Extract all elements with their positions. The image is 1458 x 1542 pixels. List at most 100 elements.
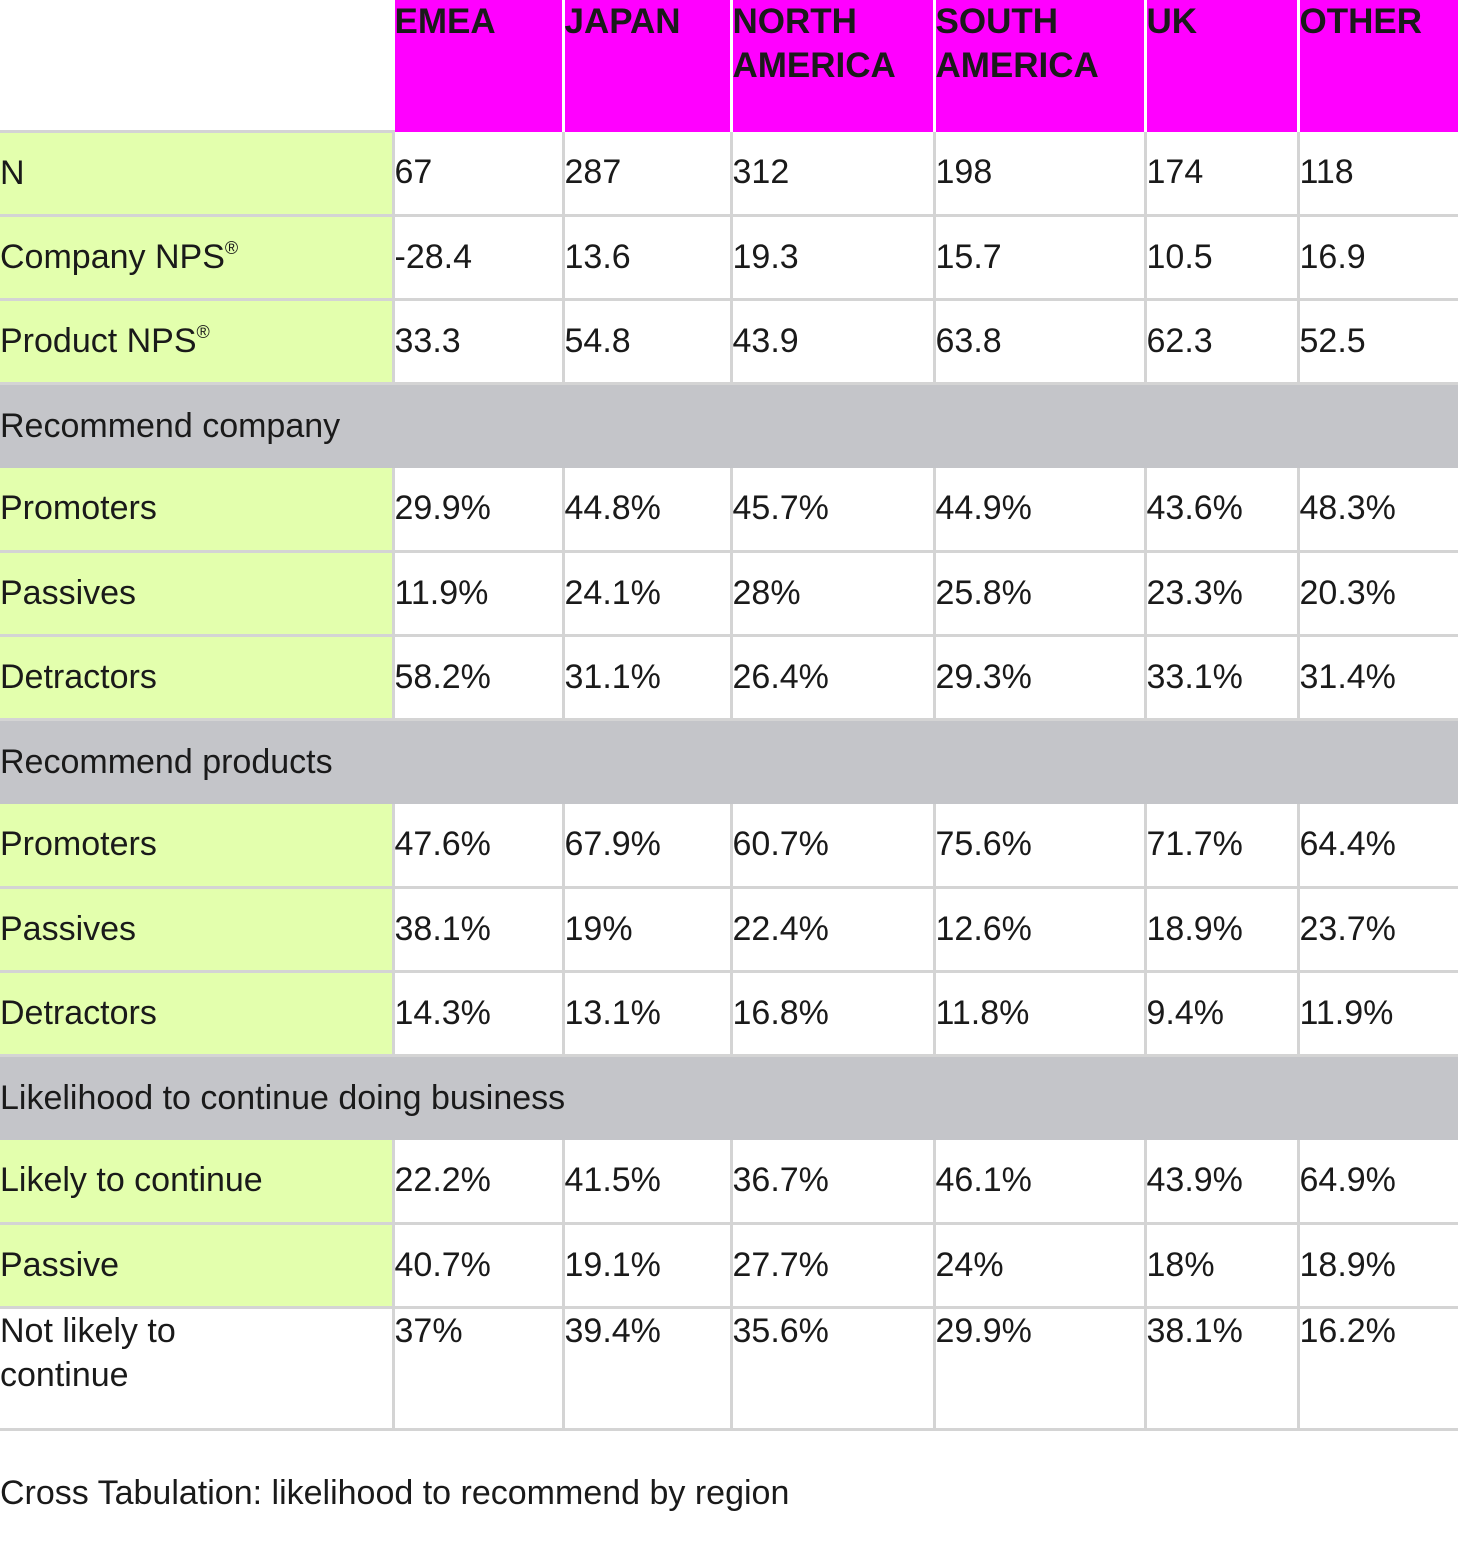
- table-caption: Cross Tabulation: likelihood to recommen…: [0, 1474, 790, 1512]
- row-label: Passive: [0, 1223, 393, 1309]
- table-cell: 19%: [561, 887, 731, 973]
- table-cell: 71.7%: [1143, 803, 1298, 889]
- table-cell: 63.8: [932, 299, 1145, 385]
- row-label: Company NPS®: [0, 215, 393, 301]
- section-row: Recommend products: [0, 719, 1458, 804]
- table-cell: 287: [561, 131, 731, 217]
- table-cell: -28.4: [391, 215, 563, 301]
- table-cell: 48.3%: [1296, 467, 1458, 553]
- row-label: Passives: [0, 551, 393, 637]
- row-label: Passives: [0, 887, 393, 973]
- table-cell: 312: [729, 131, 934, 217]
- table-row: N 67 287 312 198 174 118: [0, 131, 1458, 217]
- table-cell: 29.9%: [932, 1307, 1145, 1431]
- table-cell: 31.1%: [561, 635, 731, 721]
- table-cell: 16.8%: [729, 971, 934, 1057]
- table-cell: 43.6%: [1143, 467, 1298, 553]
- section-row: Likelihood to continue doing business: [0, 1055, 1458, 1140]
- table-cell: 36.7%: [729, 1139, 934, 1225]
- table-cell: 37%: [391, 1307, 563, 1431]
- table-cell: 45.7%: [729, 467, 934, 553]
- table-cell: 13.6: [561, 215, 731, 301]
- table-cell: 27.7%: [729, 1223, 934, 1309]
- table-cell: 9.4%: [1143, 971, 1298, 1057]
- table-cell: 39.4%: [561, 1307, 731, 1431]
- table-cell: 26.4%: [729, 635, 934, 721]
- table-cell: 12.6%: [932, 887, 1145, 973]
- registered-mark: ®: [196, 322, 210, 342]
- section-label: Likelihood to continue doing business: [0, 1055, 1458, 1140]
- table-row: Detractors 14.3% 13.1% 16.8% 11.8% 9.4% 11.9%: [0, 971, 1458, 1057]
- table-cell: 14.3%: [391, 971, 563, 1057]
- table-cell: 62.3: [1143, 299, 1298, 385]
- table-cell: 58.2%: [391, 635, 563, 721]
- table-cell: 60.7%: [729, 803, 934, 889]
- table-row: Passives 11.9% 24.1% 28% 25.8% 23.3% 20.3%: [0, 551, 1458, 637]
- column-header: SOUTH AMERICA: [932, 0, 1145, 132]
- table-cell: 41.5%: [561, 1139, 731, 1225]
- table-cell: 16.2%: [1296, 1307, 1458, 1431]
- table-cell: 15.7: [932, 215, 1145, 301]
- column-header: UK: [1143, 0, 1298, 132]
- column-header: EMEA: [391, 0, 563, 132]
- table-cell: 38.1%: [1143, 1307, 1298, 1431]
- table-cell: 67: [391, 131, 563, 217]
- table-row: Likely to continue 22.2% 41.5% 36.7% 46.1% 43…: [0, 1139, 1458, 1225]
- table-cell: 23.3%: [1143, 551, 1298, 637]
- row-label-text: Product NPS: [0, 322, 197, 360]
- table-cell: 64.4%: [1296, 803, 1458, 889]
- table-cell: 35.6%: [729, 1307, 934, 1431]
- table-cell: 31.4%: [1296, 635, 1458, 721]
- table-cell: 29.3%: [932, 635, 1145, 721]
- table-row: Promoters 47.6% 67.9% 60.7% 75.6% 71.7% 64.4%: [0, 803, 1458, 889]
- table-cell: 11.9%: [1296, 971, 1458, 1057]
- table-cell: 38.1%: [391, 887, 563, 973]
- row-label-text: Promoters: [0, 489, 157, 528]
- cross-tab-table: EMEA JAPAN NORTH AMERICA SOUTH AMERICA U…: [0, 0, 1458, 1431]
- table-row: Detractors 58.2% 31.1% 26.4% 29.3% 33.1% 31.4%: [0, 635, 1458, 721]
- table-cell: 118: [1296, 131, 1458, 217]
- table-cell: 18.9%: [1296, 1223, 1458, 1309]
- row-label: Detractors: [0, 635, 393, 721]
- row-label-text: Passives: [0, 574, 137, 612]
- row-label: Product NPS®: [0, 299, 393, 385]
- table-cell: 33.3: [391, 299, 563, 385]
- table-row: Product NPS® 33.3 54.8 43.9 63.8 62.3 52.5: [0, 299, 1458, 385]
- table-cell: 43.9%: [1143, 1139, 1298, 1225]
- column-header: OTHER: [1296, 0, 1458, 132]
- row-label-text: Passives: [0, 910, 137, 948]
- table-row: Not likely to continue 37% 39.4% 35.6% 29.9%…: [0, 1307, 1458, 1431]
- row-label: Promoters: [0, 803, 393, 889]
- section-row: Recommend company: [0, 383, 1458, 468]
- row-label-text: Detractors: [0, 994, 157, 1032]
- row-label: Likely to continue: [0, 1139, 393, 1225]
- table-row: Passive 40.7% 19.1% 27.7% 24% 18% 18.9%: [0, 1223, 1458, 1309]
- header-row: EMEA JAPAN NORTH AMERICA SOUTH AMERICA U…: [0, 0, 1458, 133]
- table-cell: 47.6%: [391, 803, 563, 889]
- table-cell: 52.5: [1296, 299, 1458, 385]
- table-cell: 19.3: [729, 215, 934, 301]
- table-cell: 43.9: [729, 299, 934, 385]
- table-cell: 44.9%: [932, 467, 1145, 553]
- table-cell: 46.1%: [932, 1139, 1145, 1225]
- table-row: Promoters 29.9% 44.8% 45.7% 44.9% 43.6% 48.3%: [0, 467, 1458, 553]
- section-label: Recommend products: [0, 719, 1458, 804]
- table-cell: 23.7%: [1296, 887, 1458, 973]
- table-cell: 29.9%: [391, 467, 563, 553]
- table-cell: 174: [1143, 131, 1298, 217]
- row-label: N: [0, 131, 393, 217]
- table-cell: 24.1%: [561, 551, 731, 637]
- table-cell: 25.8%: [932, 551, 1145, 637]
- table-cell: 75.6%: [932, 803, 1145, 889]
- row-label: Not likely to continue: [0, 1307, 393, 1431]
- section-label: Recommend company: [0, 383, 1458, 468]
- row-label: Detractors: [0, 971, 393, 1057]
- row-label-text: Likely to continue: [0, 1161, 263, 1200]
- table-cell: 16.9: [1296, 215, 1458, 301]
- table-cell: 10.5: [1143, 215, 1298, 301]
- table-cell: 18%: [1143, 1223, 1298, 1309]
- table-row: Company NPS® -28.4 13.6 19.3 15.7 10.5 16.9: [0, 215, 1458, 301]
- table-cell: 11.9%: [391, 551, 563, 637]
- column-header: NORTH AMERICA: [729, 0, 934, 132]
- table-cell: 54.8: [561, 299, 731, 385]
